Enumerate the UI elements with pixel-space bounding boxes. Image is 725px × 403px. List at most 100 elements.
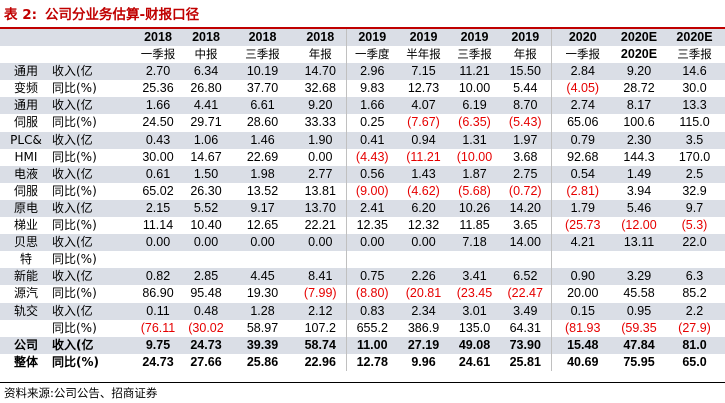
year-header: 2018: [134, 29, 182, 47]
value-cell: 11.14: [134, 217, 182, 235]
table-row: 特同比(%): [0, 251, 725, 269]
value-cell: 8.70: [500, 97, 551, 115]
table-number: 表 2:: [4, 7, 37, 23]
value-cell: 12.78: [345, 353, 398, 371]
value-cell: 26.30: [182, 182, 230, 200]
value-cell: 1.66: [134, 97, 182, 115]
metric-label: 收入(亿: [52, 199, 134, 218]
value-cell: 32.9: [664, 182, 725, 200]
value-cell: 5.52: [182, 199, 230, 218]
year-header: 2020E: [664, 29, 725, 47]
value-cell: 37.70: [230, 80, 295, 98]
value-cell: 3.65: [500, 217, 551, 235]
value-cell: 3.29: [614, 268, 664, 286]
segment-label: PLC&: [0, 131, 52, 149]
value-cell: 24.73: [134, 353, 182, 371]
value-cell: [500, 251, 551, 269]
value-cell: 6.19: [449, 97, 500, 115]
value-cell: 170.0: [664, 148, 725, 166]
value-cell: 0.00: [295, 234, 346, 252]
value-cell: 75.95: [614, 353, 664, 371]
value-cell: 1.31: [449, 131, 500, 149]
value-cell: 49.08: [449, 336, 500, 354]
value-cell: (4.05): [550, 80, 614, 98]
value-cell: (10.00: [449, 148, 500, 166]
metric-label: 收入(亿: [52, 234, 134, 252]
value-cell: 3.41: [449, 268, 500, 286]
value-cell: (5.43): [500, 114, 551, 132]
value-cell: [550, 251, 614, 269]
value-cell: 2.34: [398, 302, 449, 320]
value-cell: 0.79: [550, 131, 614, 149]
value-cell: 27.66: [182, 353, 230, 371]
value-cell: 1.49: [614, 165, 664, 183]
value-cell: (30.02: [182, 319, 230, 337]
segment-label: 梯业: [0, 217, 52, 235]
value-cell: 11.21: [449, 63, 500, 81]
value-cell: 0.56: [345, 165, 398, 183]
table-row: PLC& 收入(亿 0.43 1.06 1.46 1.90 0.41 0.94 1.31 1.97…: [0, 131, 725, 149]
value-cell: 39.39: [230, 336, 295, 354]
year-header: 2018: [182, 29, 230, 47]
value-cell: (5.3): [664, 217, 725, 235]
value-cell: 30.0: [664, 80, 725, 98]
value-cell: 64.31: [500, 319, 551, 337]
segment-label: 伺服: [0, 182, 52, 200]
value-cell: 2.30: [614, 131, 664, 149]
value-cell: 2.26: [398, 268, 449, 286]
metric-label: 收入(亿: [52, 302, 134, 320]
value-cell: 30.00: [134, 148, 182, 166]
value-cell: 2.2: [664, 302, 725, 320]
value-cell: 7.18: [449, 234, 500, 252]
table-row: HMI 同比(%) 30.00 14.67 22.69 0.00 (4.43) (11.21(…: [0, 148, 725, 166]
value-cell: 14.00: [500, 234, 551, 252]
value-cell: 0.75: [345, 268, 398, 286]
value-cell: 0.00: [295, 148, 346, 166]
segment-label: 伺服: [0, 114, 52, 132]
value-cell: 0.95: [614, 302, 664, 320]
period-header: 一季报: [134, 46, 182, 64]
year-header: 2019: [500, 29, 551, 47]
year-header: 2020E: [614, 29, 664, 47]
value-cell: [134, 251, 182, 269]
value-cell: 2.5: [664, 165, 725, 183]
metric-label: 收入(亿: [52, 97, 134, 115]
table-row: 同比(%) (76.11 (30.02 58.97 107.2 655.2 386.9 135…: [0, 319, 725, 337]
value-cell: 144.3: [614, 148, 664, 166]
value-cell: 0.00: [182, 234, 230, 252]
value-cell: 10.40: [182, 217, 230, 235]
value-cell: 29.71: [182, 114, 230, 132]
period-header: 三季报: [449, 46, 500, 64]
value-cell: 0.54: [550, 165, 614, 183]
value-cell: 9.17: [230, 199, 295, 218]
value-cell: 107.2: [295, 319, 346, 337]
table-row: 梯业 同比(%) 11.14 10.40 12.65 22.21 12.35 12.32 11.…: [0, 217, 725, 235]
value-cell: 27.19: [398, 336, 449, 354]
value-cell: 0.48: [182, 302, 230, 320]
value-cell: 0.15: [550, 302, 614, 320]
metric-label: 同比(%): [52, 285, 134, 303]
value-cell: 7.15: [398, 63, 449, 81]
segment-label: 贝思: [0, 234, 52, 252]
table-row: 轨交 收入(亿 0.11 0.48 1.28 2.12 0.83 2.34 3.01 3.49 0.…: [0, 302, 725, 320]
value-cell: 24.73: [182, 336, 230, 354]
value-cell: 5.46: [614, 199, 664, 218]
header-row-periods: 一季报 中报 三季报 年报 一季度 半年报 三季报 年报 一季报 2020E 三季报: [0, 46, 725, 64]
value-cell: 13.81: [295, 182, 346, 200]
value-cell: 0.25: [345, 114, 398, 132]
value-cell: 0.00: [345, 234, 398, 252]
value-cell: 2.75: [500, 165, 551, 183]
metric-label: 同比(%): [52, 114, 134, 132]
table-row: 整体 同比(%) 24.73 27.66 25.86 22.96 12.78 9.96 24.6…: [0, 353, 725, 371]
period-header: 年报: [295, 46, 346, 64]
value-cell: (2.81): [550, 182, 614, 200]
value-cell: (4.62): [398, 182, 449, 200]
value-cell: [614, 251, 664, 269]
value-cell: 1.46: [230, 131, 295, 149]
value-cell: (25.73: [550, 217, 614, 235]
value-cell: 47.84: [614, 336, 664, 354]
value-cell: (20.81: [398, 285, 449, 303]
value-cell: 15.48: [550, 336, 614, 354]
value-cell: 8.17: [614, 97, 664, 115]
value-cell: 22.96: [295, 353, 346, 371]
